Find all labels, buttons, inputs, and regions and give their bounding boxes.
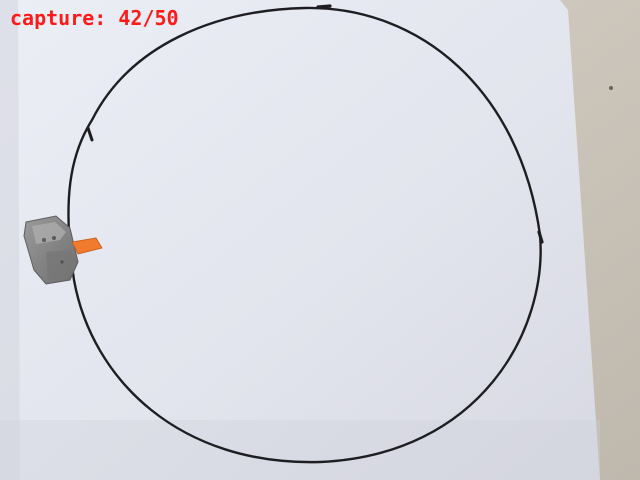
table-speck [609, 86, 613, 90]
paper-left-edge-shadow [0, 0, 20, 480]
robot-stud-3 [60, 260, 64, 264]
paper-bottom-shadow [0, 420, 600, 480]
robot-stud-1 [42, 238, 46, 242]
circle-ink-blob-right [537, 230, 544, 244]
drawn-circle [67, 6, 542, 464]
circle-ink-blob-left [86, 126, 94, 142]
robot-body-shade [46, 250, 74, 280]
paper-sheet [0, 0, 600, 480]
pen-tip [71, 237, 103, 255]
robot-stud-2 [52, 236, 56, 240]
robot-body-highlight [32, 222, 66, 244]
drawing-robot [23, 215, 103, 285]
circle-ink-blob-top [316, 4, 332, 9]
capture-counter-overlay: capture: 42/50 [10, 6, 179, 30]
